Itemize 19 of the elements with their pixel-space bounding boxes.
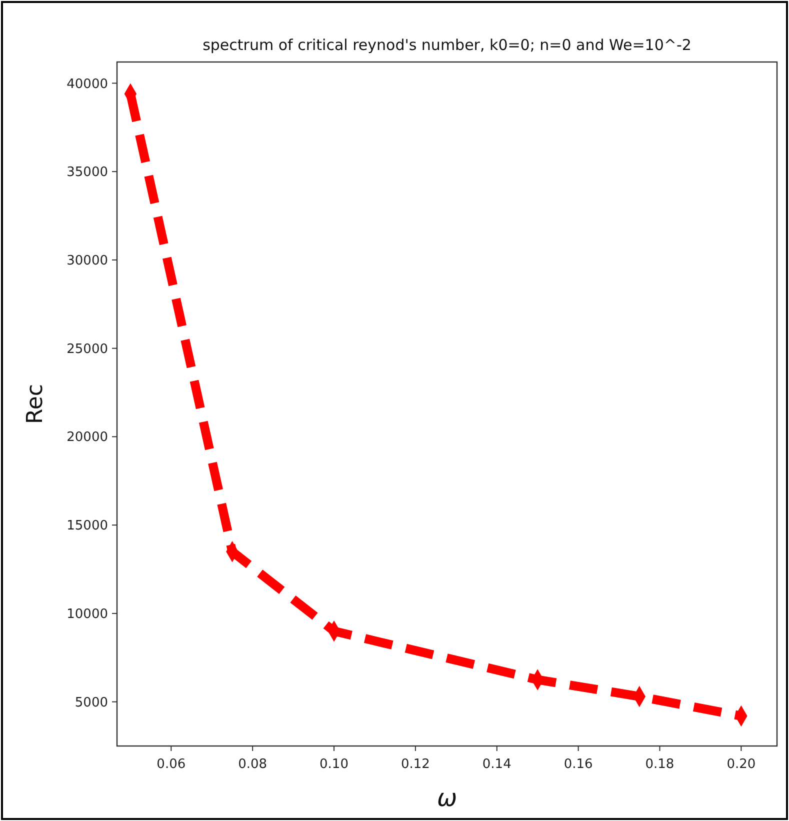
y-tick-label: 20000 xyxy=(66,430,108,446)
y-tick-label: 40000 xyxy=(66,76,108,92)
x-tick-label: 0.06 xyxy=(156,757,186,772)
x-tick-label: 0.12 xyxy=(400,757,430,772)
y-tick-label: 15000 xyxy=(66,518,108,534)
chart-title: spectrum of critical reynod's number, k0=0; n=0 and We=10^-2 xyxy=(202,36,692,54)
y-tick-label: 30000 xyxy=(66,254,108,269)
x-tick-label: 0.08 xyxy=(238,757,268,772)
x-tick-label: 0.16 xyxy=(564,757,593,772)
y-tick-label: 10000 xyxy=(66,606,108,622)
x-tick-label: 0.20 xyxy=(726,757,756,772)
x-axis-title: ω xyxy=(436,784,458,812)
y-tick-label: 35000 xyxy=(66,165,108,180)
x-tick-label: 0.10 xyxy=(320,757,348,772)
y-tick-label: 25000 xyxy=(66,342,108,357)
x-tick-label: 0.14 xyxy=(482,757,512,772)
y-tick-label: 5000 xyxy=(74,695,108,710)
x-tick-label: 0.18 xyxy=(645,757,674,772)
y-axis-title: Rec xyxy=(23,384,48,424)
